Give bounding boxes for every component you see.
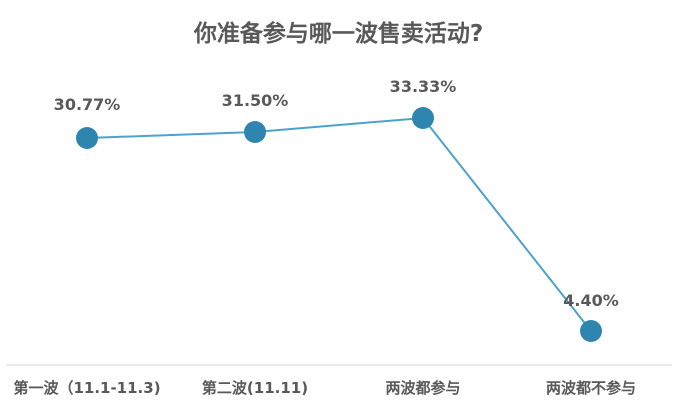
data-label-2: 31.50% [221, 91, 289, 110]
x-tick-label-1: 第一波（11.1-11.3) [13, 379, 161, 397]
data-point-1 [76, 127, 98, 149]
data-label-1: 30.77% [53, 95, 121, 114]
data-label-3: 33.33% [389, 77, 457, 96]
data-label-4: 4.40% [563, 291, 619, 310]
x-tick-label-3: 两波都参与 [385, 379, 461, 397]
chart-title: 你准备参与哪一波售卖活动? [193, 21, 484, 47]
series-line [86, 116, 592, 332]
x-tick-label-4: 两波都不参与 [545, 379, 637, 397]
data-point-4 [580, 320, 602, 342]
data-point-2 [244, 121, 266, 143]
data-point-3 [412, 107, 434, 129]
x-tick-label-2: 第二波(11.11) [201, 379, 309, 397]
